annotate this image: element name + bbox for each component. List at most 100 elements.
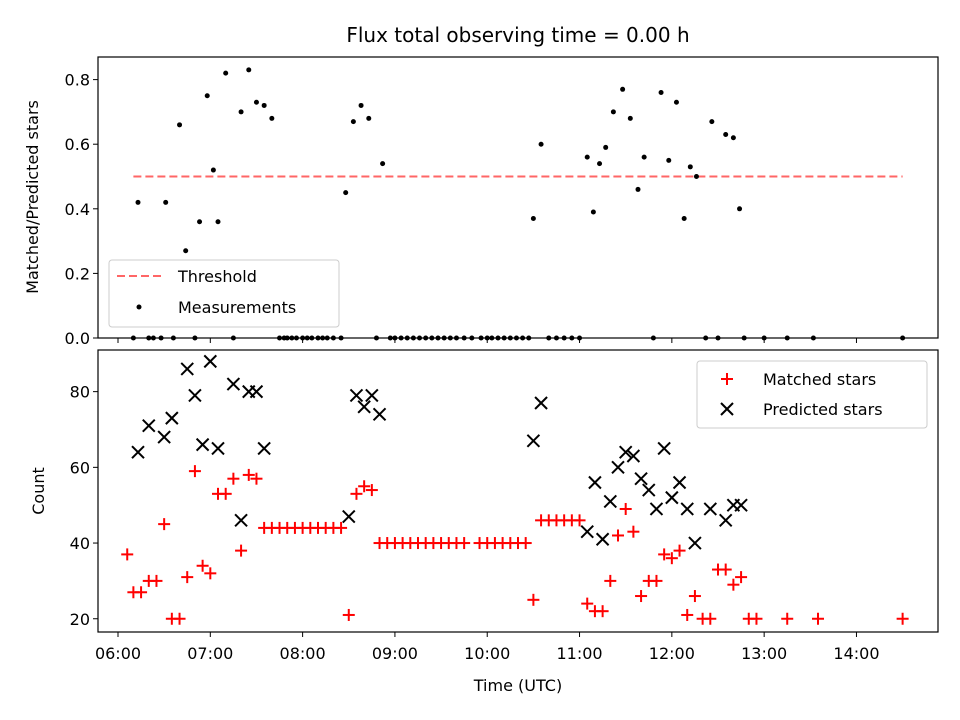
matched-star-marker xyxy=(896,612,909,625)
predicted-star-marker xyxy=(203,354,218,369)
matched-star-marker xyxy=(135,586,148,599)
measurement-point xyxy=(350,119,356,125)
bottom-axes-frame xyxy=(97,349,939,633)
predicted-star-marker xyxy=(626,449,641,463)
matched-star-marker xyxy=(612,529,624,542)
predicted-star-marker xyxy=(718,513,733,528)
measurement-point xyxy=(658,90,664,96)
predicted-star-marker xyxy=(672,475,687,490)
top-y-axis: 0.0 0.2 0.4 0.6 0.8 xyxy=(65,71,98,348)
measurement-point xyxy=(261,102,267,108)
measurement-point xyxy=(204,93,210,99)
predicted-star-marker xyxy=(642,483,656,497)
bottom-xtick-label: 07:00 xyxy=(187,644,233,663)
matched-star-marker xyxy=(719,563,732,576)
legend-measurements-label: Measurements xyxy=(178,298,296,317)
matched-star-marker xyxy=(688,590,701,603)
matched-star-marker xyxy=(635,590,648,603)
chart-title: Flux total observing time = 0.00 h xyxy=(346,23,689,47)
matched-star-marker xyxy=(704,612,717,625)
predicted-star-marker xyxy=(211,441,225,456)
matched-star-marker xyxy=(619,502,632,515)
top-axes-frame xyxy=(97,56,939,339)
measurement-point xyxy=(641,154,647,160)
top-ylabel: Matched/Predicted stars xyxy=(23,100,42,294)
matched-star-marker xyxy=(458,537,471,550)
top-ytick-label: 0.4 xyxy=(65,200,90,219)
predicted-star-marker xyxy=(157,430,171,444)
matched-star-marker xyxy=(242,468,255,481)
matched-star-marker xyxy=(181,571,194,584)
measurement-point xyxy=(693,174,699,180)
matched-star-marker xyxy=(673,544,686,557)
predicted-star-marker xyxy=(165,411,179,425)
bottom-panel: 20 40 60 80 06:00 07:00 08:00 09:00 10:00 11:00 1… xyxy=(29,349,939,695)
measurement-point xyxy=(603,144,609,150)
legend-matched-swatch xyxy=(721,373,733,385)
predicted-star-marker xyxy=(688,536,702,550)
bottom-x-axis: 06:00 07:00 08:00 09:00 10:00 11:00 12:00 13:00… xyxy=(95,632,880,663)
predicted-star-marker xyxy=(588,475,602,490)
predicted-star-marker xyxy=(257,441,271,456)
predicted-star-marker xyxy=(142,418,156,433)
measurement-point xyxy=(197,219,203,225)
matched-star-marker xyxy=(519,537,532,550)
top-legend: Threshold Measurements xyxy=(108,259,340,328)
top-panel: Flux total observing time = 0.00 h 0.0 0.… xyxy=(23,23,939,348)
legend-threshold-label: Threshold xyxy=(177,267,257,286)
predicted-star-marker xyxy=(580,524,594,539)
predicted-star-marker xyxy=(249,384,264,399)
measurement-point xyxy=(597,161,603,167)
bottom-xtick-label: 08:00 xyxy=(280,644,326,663)
matched-star-marker xyxy=(188,465,201,478)
measurement-point xyxy=(666,157,672,163)
measurement-point xyxy=(183,248,189,254)
top-x-ticks xyxy=(117,338,857,343)
predicted-star-marker xyxy=(734,498,748,512)
measurement-point xyxy=(215,219,221,225)
bottom-legend-box xyxy=(696,360,928,429)
matched-star-marker xyxy=(235,544,248,557)
predicted-star-marker xyxy=(349,388,364,403)
predicted-star-marker xyxy=(603,494,618,509)
measurement-point xyxy=(681,215,687,221)
matched-star-marker xyxy=(781,612,794,625)
measurement-point xyxy=(584,154,590,160)
bottom-xtick-label: 09:00 xyxy=(372,644,418,663)
measurement-point xyxy=(590,209,596,215)
matched-star-marker xyxy=(627,525,640,538)
matched-star-marker xyxy=(358,480,371,493)
predicted-star-marker xyxy=(657,441,671,456)
measurement-point xyxy=(723,132,729,138)
matched-star-marker xyxy=(121,548,134,561)
matched-star-marker xyxy=(342,608,355,621)
predicted-star-marker xyxy=(188,388,202,403)
measurement-point xyxy=(737,206,743,212)
predicted-star-marker xyxy=(131,445,145,459)
top-ytick-label: 0.2 xyxy=(65,264,90,283)
measurement-point xyxy=(538,141,544,147)
measurement-point xyxy=(238,109,244,115)
predicted-star-marker xyxy=(180,362,194,376)
predicted-star-marker xyxy=(634,471,648,486)
measurement-point xyxy=(163,199,169,205)
measurement-point xyxy=(135,199,141,205)
measurement-point xyxy=(343,190,349,196)
predicted-star-marker xyxy=(234,513,248,528)
matched-star-marker xyxy=(735,571,748,584)
matched-star-marker xyxy=(365,484,378,497)
top-ytick-label: 0.6 xyxy=(65,135,90,154)
bottom-xtick-label: 06:00 xyxy=(95,644,141,663)
measurement-point xyxy=(210,167,216,173)
bottom-legend: Matched stars Predicted stars xyxy=(696,360,928,429)
bottom-ytick-label: 80 xyxy=(70,383,90,402)
measurement-point xyxy=(627,115,633,121)
predicted-star-marker xyxy=(195,437,210,452)
top-ytick-label: 0.0 xyxy=(65,329,90,348)
matched-star-marker xyxy=(527,593,540,606)
legend-predicted-swatch xyxy=(720,402,734,416)
matched-star-marker xyxy=(150,574,163,587)
measurement-point xyxy=(610,109,616,115)
